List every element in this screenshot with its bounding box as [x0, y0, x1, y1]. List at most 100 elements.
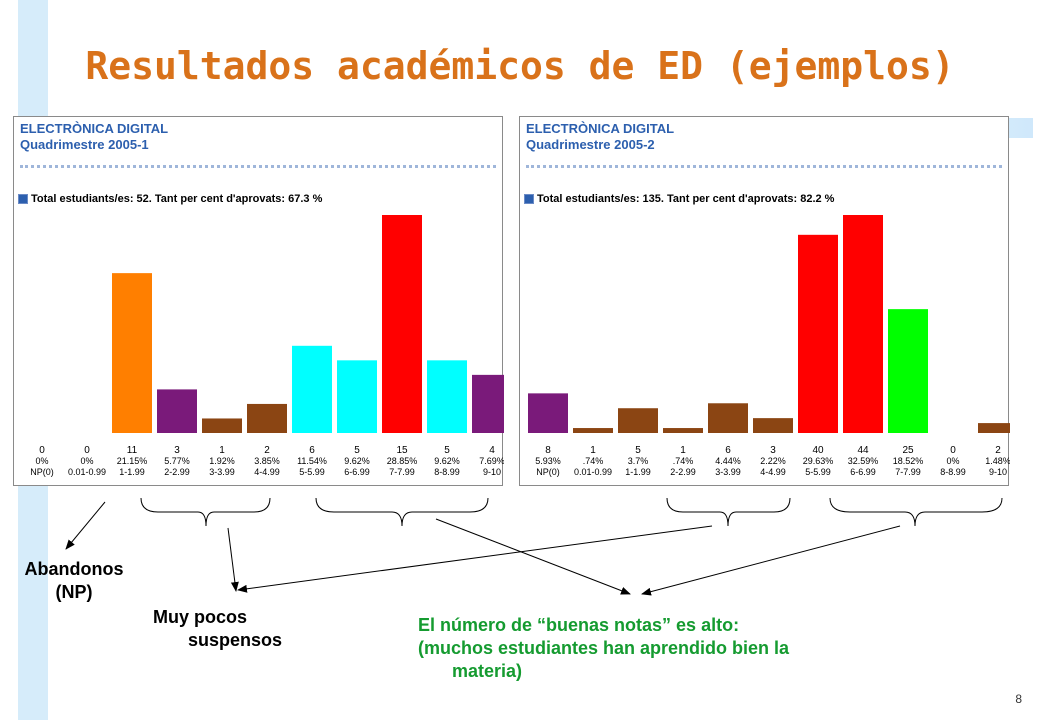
np-text: (NP)	[55, 582, 93, 602]
category-tick-label: 6-6.99	[850, 467, 876, 477]
bar-3-3.99	[708, 403, 748, 433]
stats-line: Total estudiants/es: 52. Tant per cent d…	[18, 193, 322, 205]
arrow-good-left	[435, 518, 631, 595]
chart-title: ELECTRÒNICA DIGITAL	[526, 121, 675, 136]
category-tick-label: 0.01-0.99	[68, 467, 106, 477]
stats-text: Total estudiants/es: 135. Tant per cent …	[537, 193, 835, 205]
percent-label: 3.7%	[628, 456, 649, 466]
category-tick-label: 3-3.99	[715, 467, 741, 477]
count-label: 6	[725, 445, 731, 456]
buenas-line-1: El número de “buenas notas” es alto:	[418, 615, 740, 635]
percent-label: 0%	[80, 456, 93, 466]
bar-5-5.99	[798, 234, 838, 433]
abandonos-text: Abandonos	[24, 559, 124, 579]
bar-2-2.99	[663, 428, 703, 433]
count-label: 1	[680, 445, 686, 456]
category-tick-label: 2-2.99	[164, 467, 190, 477]
count-label: 0	[950, 445, 956, 456]
bar-chart-svg: 00%NP(0)00%0.01-0.991121.15%1-1.9935.77%…	[30, 215, 504, 477]
percent-label: 5.77%	[164, 456, 190, 466]
suspensos-text: suspensos	[188, 630, 283, 650]
stats-text: Total estudiants/es: 52. Tant per cent d…	[31, 193, 323, 205]
category-tick-label: 1-1.99	[119, 467, 145, 477]
count-label: 5	[635, 445, 641, 456]
category-tick-label: 2-2.99	[670, 467, 696, 477]
category-tick-label: 5-5.99	[805, 467, 831, 477]
percent-label: 0%	[946, 456, 959, 466]
buenas-line-3: materia)	[452, 661, 523, 681]
percent-label: 2.22%	[760, 456, 786, 466]
count-label: 15	[396, 445, 408, 456]
bar-chart-svg: 85.93%NP(0)1.74%0.01-0.9953.7%1-1.991.74…	[528, 215, 1010, 477]
percent-label: 7.69%	[479, 456, 504, 466]
chart-panel-2005-1: ELECTRÒNICA DIGITAL Quadrimestre 2005-1 …	[13, 116, 504, 486]
bar-1-1.99	[618, 408, 658, 433]
percent-label: 18.52%	[893, 456, 924, 466]
category-tick-label: NP(0)	[536, 467, 560, 477]
buenas-notas-label: El número de “buenas notas” es alto: (mu…	[418, 614, 789, 683]
category-tick-label: 8-8.99	[434, 467, 460, 477]
count-label: 3	[770, 445, 776, 456]
count-label: 5	[444, 445, 450, 456]
count-label: 6	[309, 445, 315, 456]
count-label: 1	[590, 445, 596, 456]
percent-label: 21.15%	[117, 456, 148, 466]
count-label: 0	[84, 445, 90, 456]
chart-title-block: ELECTRÒNICA DIGITAL Quadrimestre 2005-1	[20, 121, 168, 153]
bar-4-4.99	[753, 418, 793, 433]
category-tick-label: 4-4.99	[760, 467, 786, 477]
buenas-line-2: (muchos estudiantes han aprendido bien l…	[418, 638, 790, 658]
chart-subtitle: Quadrimestre 2005-1	[20, 137, 149, 152]
percent-label: 1.92%	[209, 456, 235, 466]
bar-0.01-0.99	[573, 428, 613, 433]
chart-subtitle: Quadrimestre 2005-2	[526, 137, 655, 152]
bar-5-5.99	[292, 345, 332, 433]
count-label: 44	[857, 445, 869, 456]
percent-label: 5.93%	[535, 456, 561, 466]
bar-6-6.99	[337, 360, 377, 433]
percent-label: 1.48%	[985, 456, 1010, 466]
bar-4-4.99	[247, 403, 287, 433]
percent-label: 4.44%	[715, 456, 741, 466]
count-label: 40	[812, 445, 824, 456]
brace-left-good	[315, 497, 489, 527]
category-tick-label: NP(0)	[30, 467, 54, 477]
percent-label: 0%	[35, 456, 48, 466]
count-label: 8	[545, 445, 551, 456]
category-tick-label: 0.01-0.99	[574, 467, 612, 477]
legend-square-icon	[18, 194, 28, 205]
abandonos-label: Abandonos (NP)	[10, 558, 138, 604]
bar-7-7.99	[382, 215, 422, 433]
chart-title: ELECTRÒNICA DIGITAL	[20, 121, 169, 136]
muy-pocos-label: Muy pocos suspensos	[153, 606, 282, 652]
category-tick-label: 4-4.99	[254, 467, 280, 477]
count-label: 3	[174, 445, 180, 456]
count-label: 11	[127, 445, 138, 456]
category-tick-label: 1-1.99	[625, 467, 651, 477]
percent-label: .74%	[583, 456, 604, 466]
page-number: 8	[1015, 692, 1022, 706]
arrow-fail-left	[227, 527, 239, 592]
category-tick-label: 6-6.99	[344, 467, 370, 477]
brace-right-fail	[666, 497, 791, 527]
count-label: 2	[264, 445, 270, 456]
chart-title-block: ELECTRÒNICA DIGITAL Quadrimestre 2005-2	[526, 121, 674, 153]
category-tick-label: 5-5.99	[299, 467, 325, 477]
count-label: 2	[995, 445, 1001, 456]
category-tick-label: 9-10	[989, 467, 1007, 477]
bar-NP(0)	[528, 393, 568, 433]
percent-label: 9.62%	[434, 456, 460, 466]
slide-title: Resultados académicos de ED (ejemplos)	[85, 44, 955, 88]
bar-7-7.99	[888, 309, 928, 433]
bar-1-1.99	[112, 273, 152, 433]
brace-left-fail	[140, 497, 271, 527]
category-tick-label: 7-7.99	[895, 467, 921, 477]
percent-label: .74%	[673, 456, 694, 466]
arrow-fail-right	[237, 525, 713, 593]
arrow-good-right	[641, 525, 901, 596]
dotted-divider	[526, 165, 1002, 168]
percent-label: 32.59%	[848, 456, 879, 466]
count-label: 0	[39, 445, 45, 456]
legend-square-icon	[524, 194, 534, 205]
